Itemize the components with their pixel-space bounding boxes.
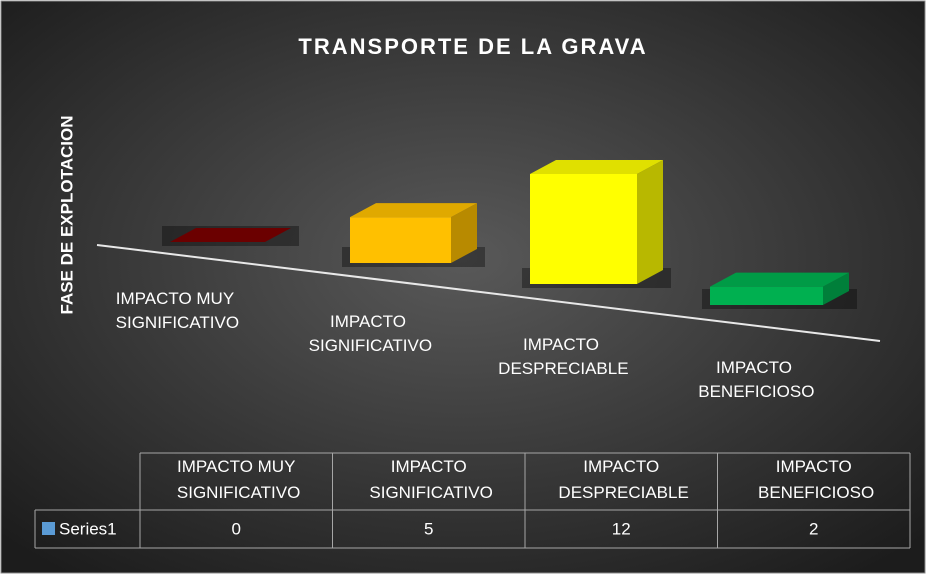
table-value: 5 bbox=[424, 519, 433, 538]
category-label: IMPACTO DESPRECIABLE bbox=[493, 335, 628, 378]
table-header: IMPACTO DESPRECIABLE bbox=[554, 457, 689, 502]
category-label: IMPACTO SIGNIFICATIVO bbox=[304, 312, 432, 355]
category-label: IMPACTO BENEFICIOSO bbox=[694, 358, 815, 401]
bar-top bbox=[350, 203, 477, 218]
table-header: IMPACTO BENEFICIOSO bbox=[753, 457, 874, 502]
bar bbox=[710, 286, 823, 305]
table-header: IMPACTO SIGNIFICATIVO bbox=[365, 457, 493, 502]
chart-title: TRANSPORTE DE LA GRAVA bbox=[298, 34, 647, 59]
floor-line bbox=[96, 244, 881, 342]
bar-top bbox=[170, 228, 291, 242]
bar bbox=[530, 174, 637, 284]
legend-label: Series1 bbox=[59, 519, 117, 538]
category-label: IMPACTO MUY SIGNIFICATIVO bbox=[111, 289, 239, 332]
table-value: 2 bbox=[809, 519, 818, 538]
table-value: 12 bbox=[612, 519, 631, 538]
legend-key bbox=[42, 522, 55, 535]
bar-top bbox=[710, 272, 849, 287]
bar-side bbox=[823, 272, 849, 305]
bar-side bbox=[637, 160, 663, 284]
bar bbox=[350, 217, 451, 263]
table-value: 0 bbox=[232, 519, 241, 538]
table-header: IMPACTO MUY SIGNIFICATIVO bbox=[172, 457, 300, 502]
bar-side bbox=[451, 203, 477, 263]
bar-top bbox=[530, 160, 663, 174]
y-axis-label: FASE DE EXPLOTACION bbox=[57, 116, 76, 315]
